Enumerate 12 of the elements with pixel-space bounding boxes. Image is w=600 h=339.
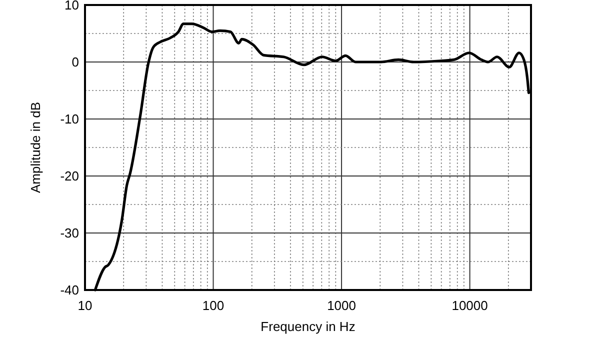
- x-axis-title: Frequency in Hz: [260, 319, 356, 334]
- y-tick-label: -20: [60, 168, 79, 184]
- y-tick-label: -30: [60, 226, 79, 240]
- y-tick-label: -10: [60, 112, 79, 126]
- x-tick-label: 1000: [327, 298, 356, 313]
- y-axis-title: Amplitude in dB: [28, 102, 43, 194]
- x-tick-label: 10: [78, 298, 92, 313]
- x-tick-label: 10000: [452, 298, 488, 313]
- y-tick-label: 10: [64, 0, 79, 12]
- y-tick-label: 0: [72, 54, 79, 70]
- y-tick-label: -40: [60, 282, 79, 298]
- x-tick-label: 100: [202, 298, 224, 313]
